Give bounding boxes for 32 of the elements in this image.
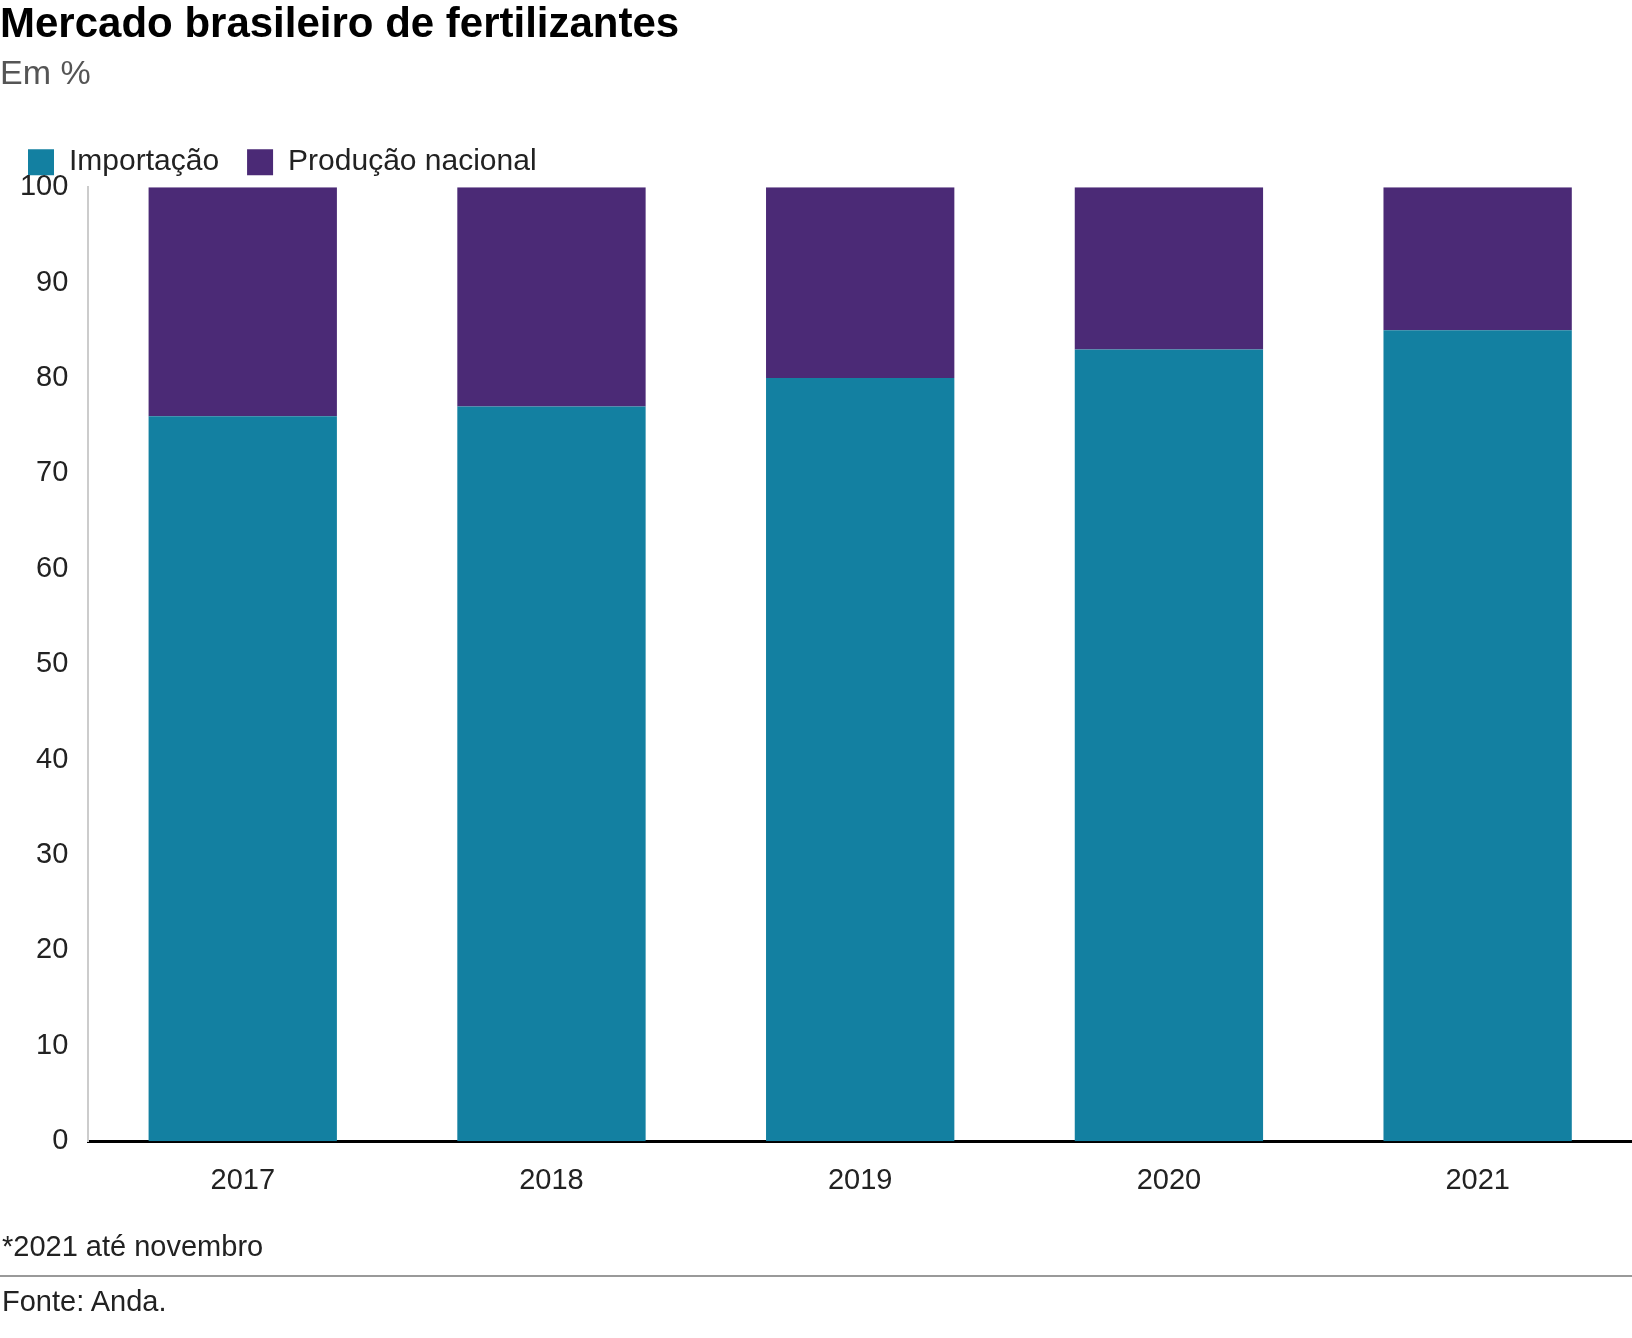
bar bbox=[457, 187, 646, 407]
bar bbox=[766, 187, 955, 378]
text: *2021 até novembro bbox=[1, 1230, 265, 1263]
y-tick-label: 80 bbox=[36, 360, 69, 392]
y-tick-label: 60 bbox=[36, 550, 69, 583]
y-tick-label: 0 bbox=[52, 1123, 69, 1156]
bar bbox=[1074, 349, 1264, 1142]
y-tick-label: 70 bbox=[36, 455, 69, 488]
bar bbox=[457, 406, 646, 1142]
bar bbox=[1074, 187, 1264, 350]
x-tick-label: 2018 bbox=[519, 1162, 584, 1195]
bar bbox=[1383, 187, 1572, 331]
bar bbox=[1383, 330, 1572, 1142]
legend-label: Produção nacional bbox=[288, 143, 537, 177]
x-tick-label: 2020 bbox=[1136, 1162, 1202, 1195]
source-note: Fonte: Anda. bbox=[1, 1285, 168, 1318]
bar bbox=[148, 416, 337, 1142]
chart-title: Mercado brasileiro de fertilizantes bbox=[0, 0, 680, 46]
x-tick-label: 2019 bbox=[827, 1162, 893, 1195]
chart-subtitle: Em % bbox=[0, 53, 91, 92]
x-tick-label: 2021 bbox=[1445, 1162, 1510, 1195]
y-tick-label: 50 bbox=[36, 646, 69, 679]
y-tick-label: 90 bbox=[36, 264, 69, 297]
y-tick-label: 30 bbox=[36, 837, 69, 869]
y-tick-label: 40 bbox=[36, 741, 69, 774]
x-tick-label: 2017 bbox=[210, 1162, 275, 1195]
y-tick-label: 20 bbox=[36, 932, 69, 965]
bar bbox=[766, 378, 955, 1142]
y-tick-label: 10 bbox=[36, 1027, 69, 1060]
y-tick-label: 100 bbox=[19, 169, 69, 202]
legend-label: Importação bbox=[69, 143, 220, 177]
bar bbox=[148, 187, 337, 417]
